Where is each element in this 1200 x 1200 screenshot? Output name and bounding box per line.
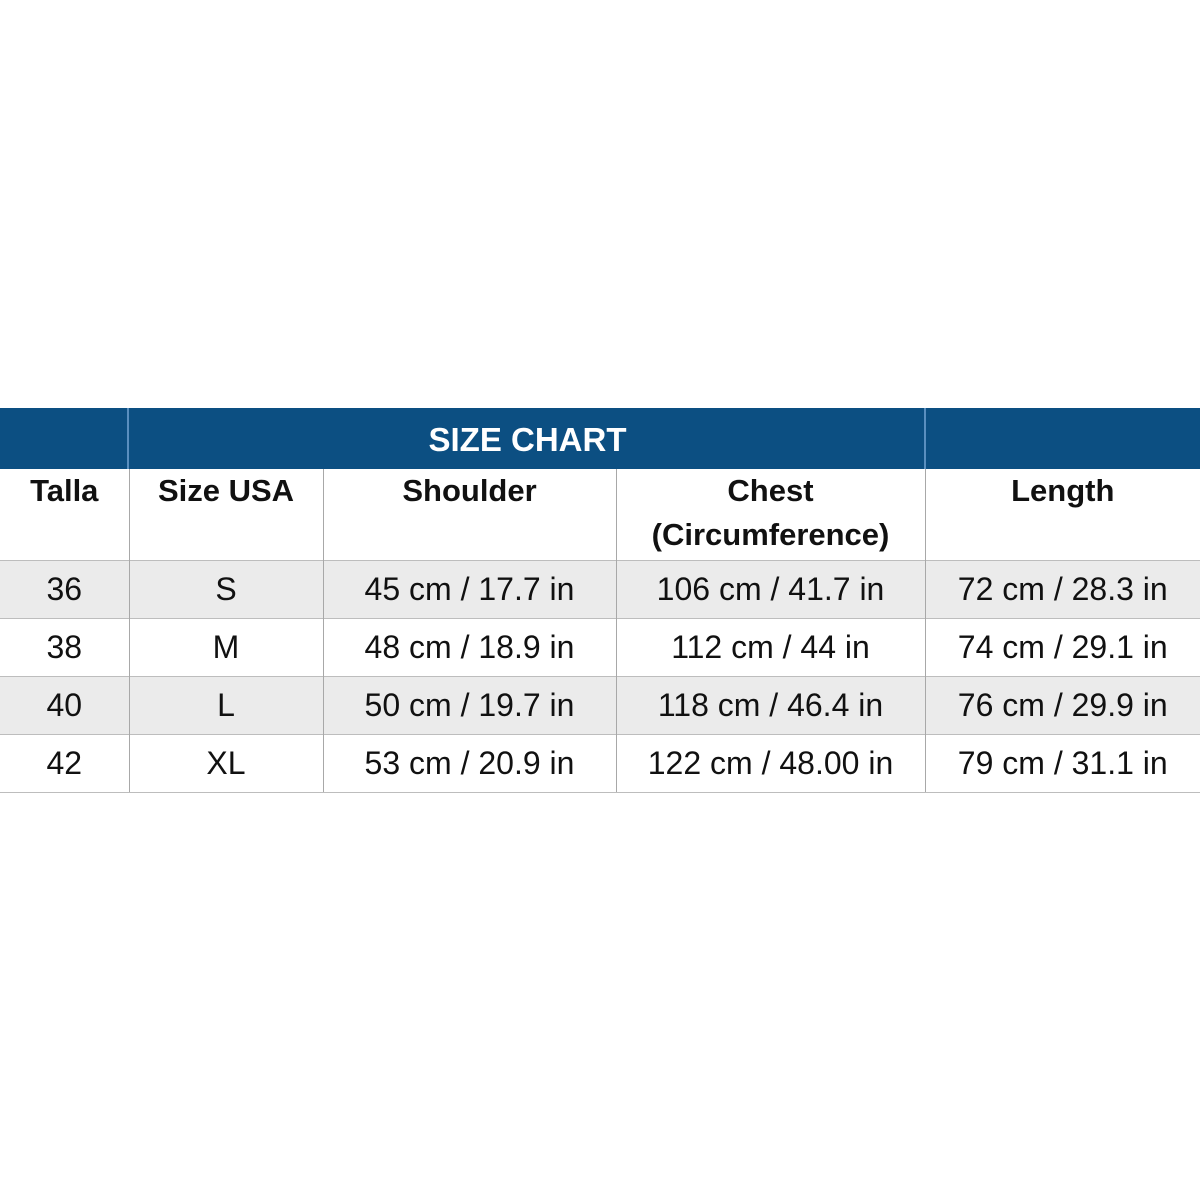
table-row: 40 L 50 cm / 19.7 in 118 cm / 46.4 in 76 cm … (0, 676, 1200, 735)
cell-length: 72 cm / 28.3 in (924, 560, 1200, 619)
cell-talla: 40 (0, 676, 129, 735)
cell-length: 74 cm / 29.1 in (924, 618, 1200, 677)
cell-talla: 36 (0, 560, 129, 619)
size-chart-banner: SIZE CHART (0, 408, 1200, 469)
cell-chest: 112 cm / 44 in (615, 618, 925, 677)
cell-shoulder: 53 cm / 20.9 in (322, 734, 616, 793)
header-row: Talla Size USA Shoulder Chest (Circumfere… (0, 469, 1200, 561)
cell-length: 76 cm / 29.9 in (924, 676, 1200, 735)
header-size-usa: Size USA (128, 469, 323, 561)
cell-size: M (128, 618, 323, 677)
cell-talla: 38 (0, 618, 129, 677)
header-chest-line2: (Circumference) (651, 517, 890, 552)
cell-shoulder: 50 cm / 19.7 in (322, 676, 616, 735)
header-chest-line1: Chest (727, 473, 814, 508)
cell-chest: 106 cm / 41.7 in (615, 560, 925, 619)
header-talla: Talla (30, 473, 99, 508)
size-table: Talla Size USA Shoulder Chest (Circumfere… (0, 469, 1200, 793)
cell-chest: 118 cm / 46.4 in (615, 676, 925, 735)
cell-size: S (128, 560, 323, 619)
header-shoulder: Shoulder (322, 469, 616, 561)
table-row: 36 S 45 cm / 17.7 in 106 cm / 41.7 in 72 cm … (0, 560, 1200, 619)
cell-chest: 122 cm / 48.00 in (615, 734, 925, 793)
cell-length: 79 cm / 31.1 in (924, 734, 1200, 793)
size-chart-title: SIZE CHART (428, 421, 627, 458)
cell-talla: 42 (0, 734, 129, 793)
table-row: 38 M 48 cm / 18.9 in 112 cm / 44 in 74 cm / … (0, 618, 1200, 677)
cell-shoulder: 48 cm / 18.9 in (322, 618, 616, 677)
cell-size: XL (128, 734, 323, 793)
header-length: Length (924, 469, 1200, 561)
header-chest: Chest (Circumference) (615, 469, 925, 561)
cell-shoulder: 45 cm / 17.7 in (322, 560, 616, 619)
banner-divider (127, 408, 129, 469)
cell-size: L (128, 676, 323, 735)
table-row: 42 XL 53 cm / 20.9 in 122 cm / 48.00 in 79 c… (0, 734, 1200, 793)
banner-divider (924, 408, 926, 469)
